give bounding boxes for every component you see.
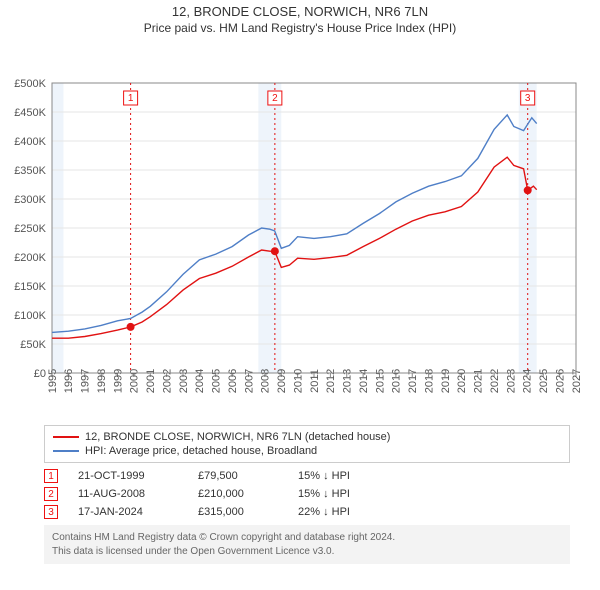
- x-tick-label: 2004: [194, 369, 206, 393]
- x-tick-label: 2007: [243, 369, 255, 393]
- x-tick-label: 2005: [211, 369, 223, 393]
- chart-container: 12, BRONDE CLOSE, NORWICH, NR6 7LN Price…: [0, 0, 600, 590]
- x-tick-label: 2010: [292, 369, 304, 393]
- x-tick-label: 1998: [96, 369, 108, 393]
- sale-date: 11-AUG-2008: [78, 488, 178, 500]
- y-tick-label: £50K: [20, 339, 46, 351]
- y-tick-label: £350K: [14, 165, 46, 177]
- x-tick-label: 2003: [178, 369, 190, 393]
- legend-item: 12, BRONDE CLOSE, NORWICH, NR6 7LN (deta…: [53, 430, 561, 444]
- sale-diff: 15% ↓ HPI: [298, 488, 388, 500]
- x-tick-label: 2016: [391, 369, 403, 393]
- x-tick-label: 2018: [423, 369, 435, 393]
- sale-price: £315,000: [198, 506, 278, 518]
- title-subtitle: Price paid vs. HM Land Registry's House …: [0, 21, 600, 35]
- sale-row-marker: 3: [44, 505, 58, 519]
- y-tick-label: £400K: [14, 136, 46, 148]
- legend-label: HPI: Average price, detached house, Broa…: [85, 445, 317, 457]
- sale-marker-number: 3: [525, 93, 531, 104]
- sale-row: 2 11-AUG-2008 £210,000 15% ↓ HPI: [44, 485, 570, 503]
- x-tick-label: 2022: [489, 369, 501, 393]
- x-tick-label: 2008: [260, 369, 272, 393]
- attribution-line1: Contains HM Land Registry data © Crown c…: [52, 531, 562, 545]
- y-tick-label: £100K: [14, 310, 46, 322]
- sale-diff: 22% ↓ HPI: [298, 506, 388, 518]
- sales-table: 1 21-OCT-1999 £79,500 15% ↓ HPI 2 11-AUG-2008…: [44, 467, 570, 521]
- x-tick-label: 2012: [325, 369, 337, 393]
- sale-row: 3 17-JAN-2024 £315,000 22% ↓ HPI: [44, 503, 570, 521]
- sale-row-marker: 2: [44, 487, 58, 501]
- attribution-line2: This data is licensed under the Open Gov…: [52, 545, 562, 559]
- x-tick-label: 2000: [129, 369, 141, 393]
- y-tick-label: £0: [34, 368, 46, 380]
- x-tick-label: 2023: [505, 369, 517, 393]
- sale-row-marker: 1: [44, 469, 58, 483]
- x-tick-label: 2009: [276, 369, 288, 393]
- x-tick-label: 2006: [227, 369, 239, 393]
- x-tick-label: 1997: [80, 369, 92, 393]
- price-chart: £0 £50K £100K £150K £200K £250K £300K £350K £400…: [0, 35, 600, 419]
- x-tick-label: 2001: [145, 369, 157, 393]
- sale-price: £79,500: [198, 470, 278, 482]
- x-tick-label: 2019: [440, 369, 452, 393]
- y-tick-label: £450K: [14, 107, 46, 119]
- x-tick-label: 2024: [522, 369, 534, 393]
- legend-swatch: [53, 436, 79, 438]
- chart-titles: 12, BRONDE CLOSE, NORWICH, NR6 7LN Price…: [0, 0, 600, 35]
- y-tick-label: £150K: [14, 281, 46, 293]
- x-tick-label: 1996: [63, 369, 75, 393]
- x-tick-label: 2026: [554, 369, 566, 393]
- sale-date: 21-OCT-1999: [78, 470, 178, 482]
- y-tick-label: £300K: [14, 194, 46, 206]
- x-tick-label: 2021: [473, 369, 485, 393]
- y-tick-label: £500K: [14, 78, 46, 90]
- x-tick-label: 2020: [456, 369, 468, 393]
- x-tick-label: 2013: [342, 369, 354, 393]
- title-address: 12, BRONDE CLOSE, NORWICH, NR6 7LN: [0, 4, 600, 19]
- attribution: Contains HM Land Registry data © Crown c…: [44, 525, 570, 564]
- x-tick-label: 1999: [112, 369, 124, 393]
- x-tick-label: 2002: [161, 369, 173, 393]
- x-tick-label: 2025: [538, 369, 550, 393]
- x-tick-label: 2015: [374, 369, 386, 393]
- legend: 12, BRONDE CLOSE, NORWICH, NR6 7LN (deta…: [44, 425, 570, 463]
- series-hpi: [52, 115, 537, 333]
- x-tick-label: 2014: [358, 369, 370, 393]
- y-tick-label: £200K: [14, 252, 46, 264]
- legend-label: 12, BRONDE CLOSE, NORWICH, NR6 7LN (deta…: [85, 431, 390, 443]
- legend-item: HPI: Average price, detached house, Broa…: [53, 444, 561, 458]
- sale-row: 1 21-OCT-1999 £79,500 15% ↓ HPI: [44, 467, 570, 485]
- sale-marker-number: 1: [128, 93, 134, 104]
- x-tick-label: 2017: [407, 369, 419, 393]
- x-tick-label: 1995: [47, 369, 59, 393]
- x-tick-label: 2027: [571, 369, 583, 393]
- series-property: [52, 157, 537, 338]
- sale-price: £210,000: [198, 488, 278, 500]
- y-tick-label: £250K: [14, 223, 46, 235]
- sale-marker-number: 2: [272, 93, 278, 104]
- sale-diff: 15% ↓ HPI: [298, 470, 388, 482]
- sale-date: 17-JAN-2024: [78, 506, 178, 518]
- legend-swatch: [53, 450, 79, 452]
